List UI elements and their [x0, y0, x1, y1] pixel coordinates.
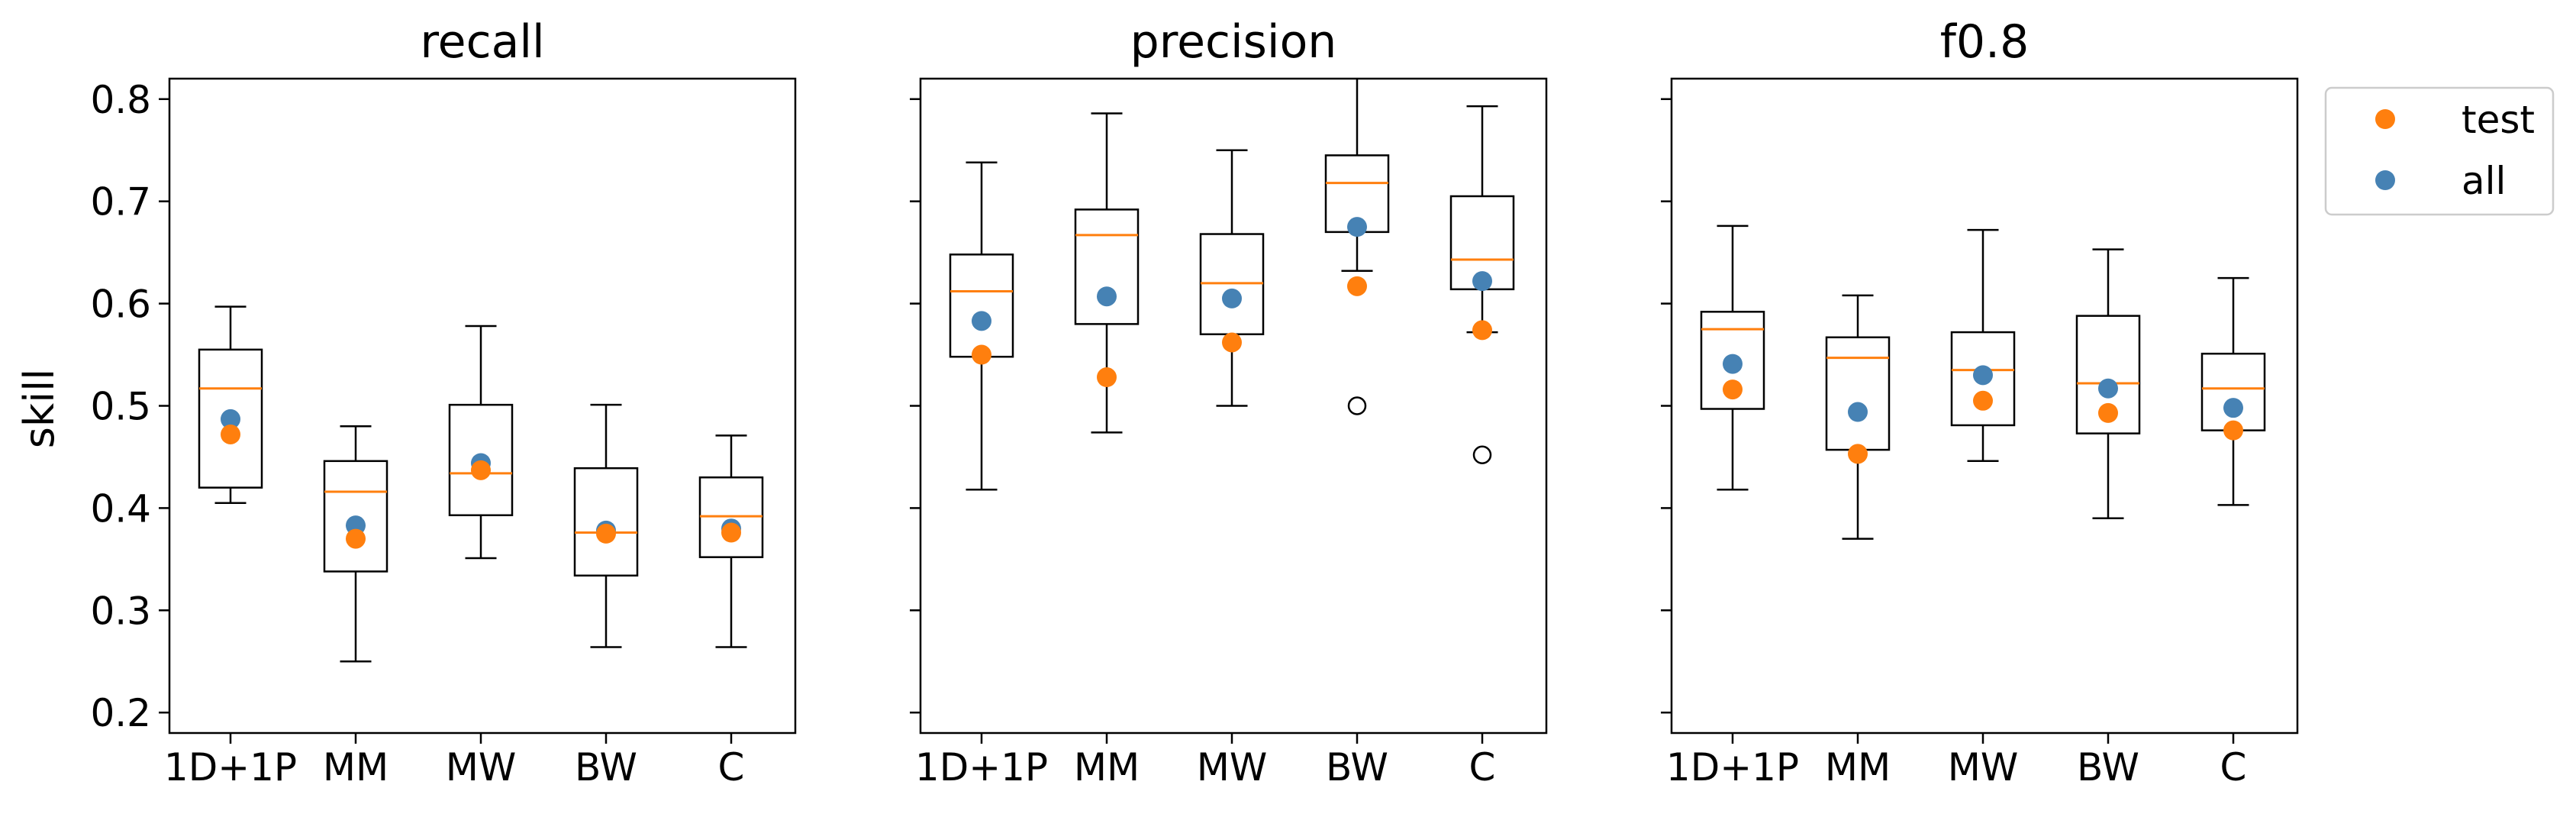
test-point	[2223, 420, 2243, 441]
panel-precision: precision 1D+1P MM MW BW C	[910, 15, 1548, 790]
all-point	[1848, 402, 1868, 422]
box-iqr	[448, 403, 514, 517]
all-point	[1347, 217, 1367, 237]
box-iqr	[949, 253, 1014, 358]
legend-marker-test	[2375, 109, 2395, 129]
y-tick-label: 0.2	[90, 691, 151, 735]
test-point	[596, 523, 616, 544]
y-tick-label: 0.8	[90, 78, 151, 122]
box-iqr	[1700, 311, 1765, 410]
all-point	[2223, 398, 2243, 418]
y-tick-label: 0.3	[90, 589, 151, 633]
box-MW	[448, 325, 514, 560]
test-point	[1097, 367, 1117, 388]
x-tick-label: BW	[1326, 745, 1388, 790]
box-iqr	[1074, 208, 1140, 325]
y-axis-label: skill	[15, 369, 63, 448]
panel-title: precision	[1130, 15, 1337, 69]
box-C	[698, 434, 764, 648]
test-point	[1347, 276, 1367, 296]
box-MW	[1950, 228, 2016, 463]
test-point	[221, 424, 240, 444]
all-point	[1723, 354, 1743, 374]
box-iqr	[2075, 315, 2141, 434]
box-iqr	[1825, 336, 1891, 451]
y-tick-label: 0.6	[90, 283, 151, 327]
box-iqr	[1950, 331, 2016, 427]
flier-point	[1347, 396, 1367, 415]
test-point	[1848, 444, 1868, 464]
test-point	[1973, 390, 1993, 411]
legend: test all	[2324, 86, 2555, 216]
x-tick-label: MM	[323, 745, 388, 790]
panel-title: recall	[420, 15, 544, 69]
x-tick-label: MW	[1948, 745, 2019, 790]
plot-area	[198, 305, 764, 663]
box-BW	[1324, 79, 1390, 415]
box-iqr	[2200, 352, 2266, 431]
panels: recall 0.2 0.3 0.4 0.5 0.6 0.7 0.8 1D+1P MM MW BW Cp…	[90, 15, 2299, 790]
legend-label-all: all	[2462, 159, 2506, 203]
all-point	[1472, 271, 1492, 292]
panel-recall: recall 0.2 0.3 0.4 0.5 0.6 0.7 0.8 1D+1P MM MW BW C	[90, 15, 797, 790]
y-tick-label: 0.5	[90, 385, 151, 429]
y-tick-label: 0.7	[90, 180, 151, 224]
plot-area	[949, 79, 1515, 491]
panel-f0.8: f0.8 1D+1P MM MW BW C	[1661, 15, 2299, 790]
x-tick-label: 1D+1P	[1666, 745, 1799, 790]
test-point	[1472, 320, 1492, 341]
x-tick-label: 1D+1P	[915, 745, 1048, 790]
legend-label-test: test	[2462, 98, 2535, 142]
axes-frame	[168, 77, 797, 735]
axes-frame	[1670, 77, 2299, 735]
plot-area	[1700, 224, 2266, 540]
flier-point	[1472, 445, 1492, 465]
x-tick-label: MW	[1197, 745, 1268, 790]
test-point	[972, 344, 991, 365]
box-BW	[573, 403, 639, 648]
legend-marker-all	[2375, 170, 2395, 190]
box-MW	[1199, 149, 1265, 407]
box-iqr	[198, 348, 263, 489]
all-point	[1222, 288, 1242, 308]
test-point	[346, 528, 366, 549]
x-tick-label: BW	[575, 745, 637, 790]
x-tick-label: 1D+1P	[164, 745, 297, 790]
x-tick-label: BW	[2077, 745, 2139, 790]
x-tick-label: C	[2220, 745, 2247, 790]
test-point	[1723, 379, 1743, 400]
all-point	[221, 408, 240, 429]
box-1D+1P	[1700, 224, 1765, 491]
test-point	[721, 522, 741, 543]
test-point	[1222, 332, 1242, 353]
x-tick-label: C	[718, 745, 745, 790]
box-C	[2200, 276, 2266, 506]
box-iqr	[573, 467, 639, 577]
box-iqr	[323, 460, 388, 573]
axes-frame	[919, 77, 1548, 735]
all-point	[1973, 365, 1993, 386]
box-MM	[323, 425, 388, 663]
y-tick-label: 0.4	[90, 486, 151, 531]
panel-title: f0.8	[1940, 15, 2030, 69]
all-point	[2098, 378, 2118, 399]
x-tick-label: MW	[446, 745, 517, 790]
all-point	[1097, 286, 1117, 307]
box-1D+1P	[198, 305, 263, 504]
x-tick-label: MM	[1074, 745, 1140, 790]
test-point	[2098, 402, 2118, 423]
x-tick-label: C	[1469, 745, 1496, 790]
test-point	[471, 460, 491, 480]
all-point	[972, 311, 991, 331]
x-tick-label: MM	[1825, 745, 1891, 790]
box-C	[1449, 105, 1515, 465]
